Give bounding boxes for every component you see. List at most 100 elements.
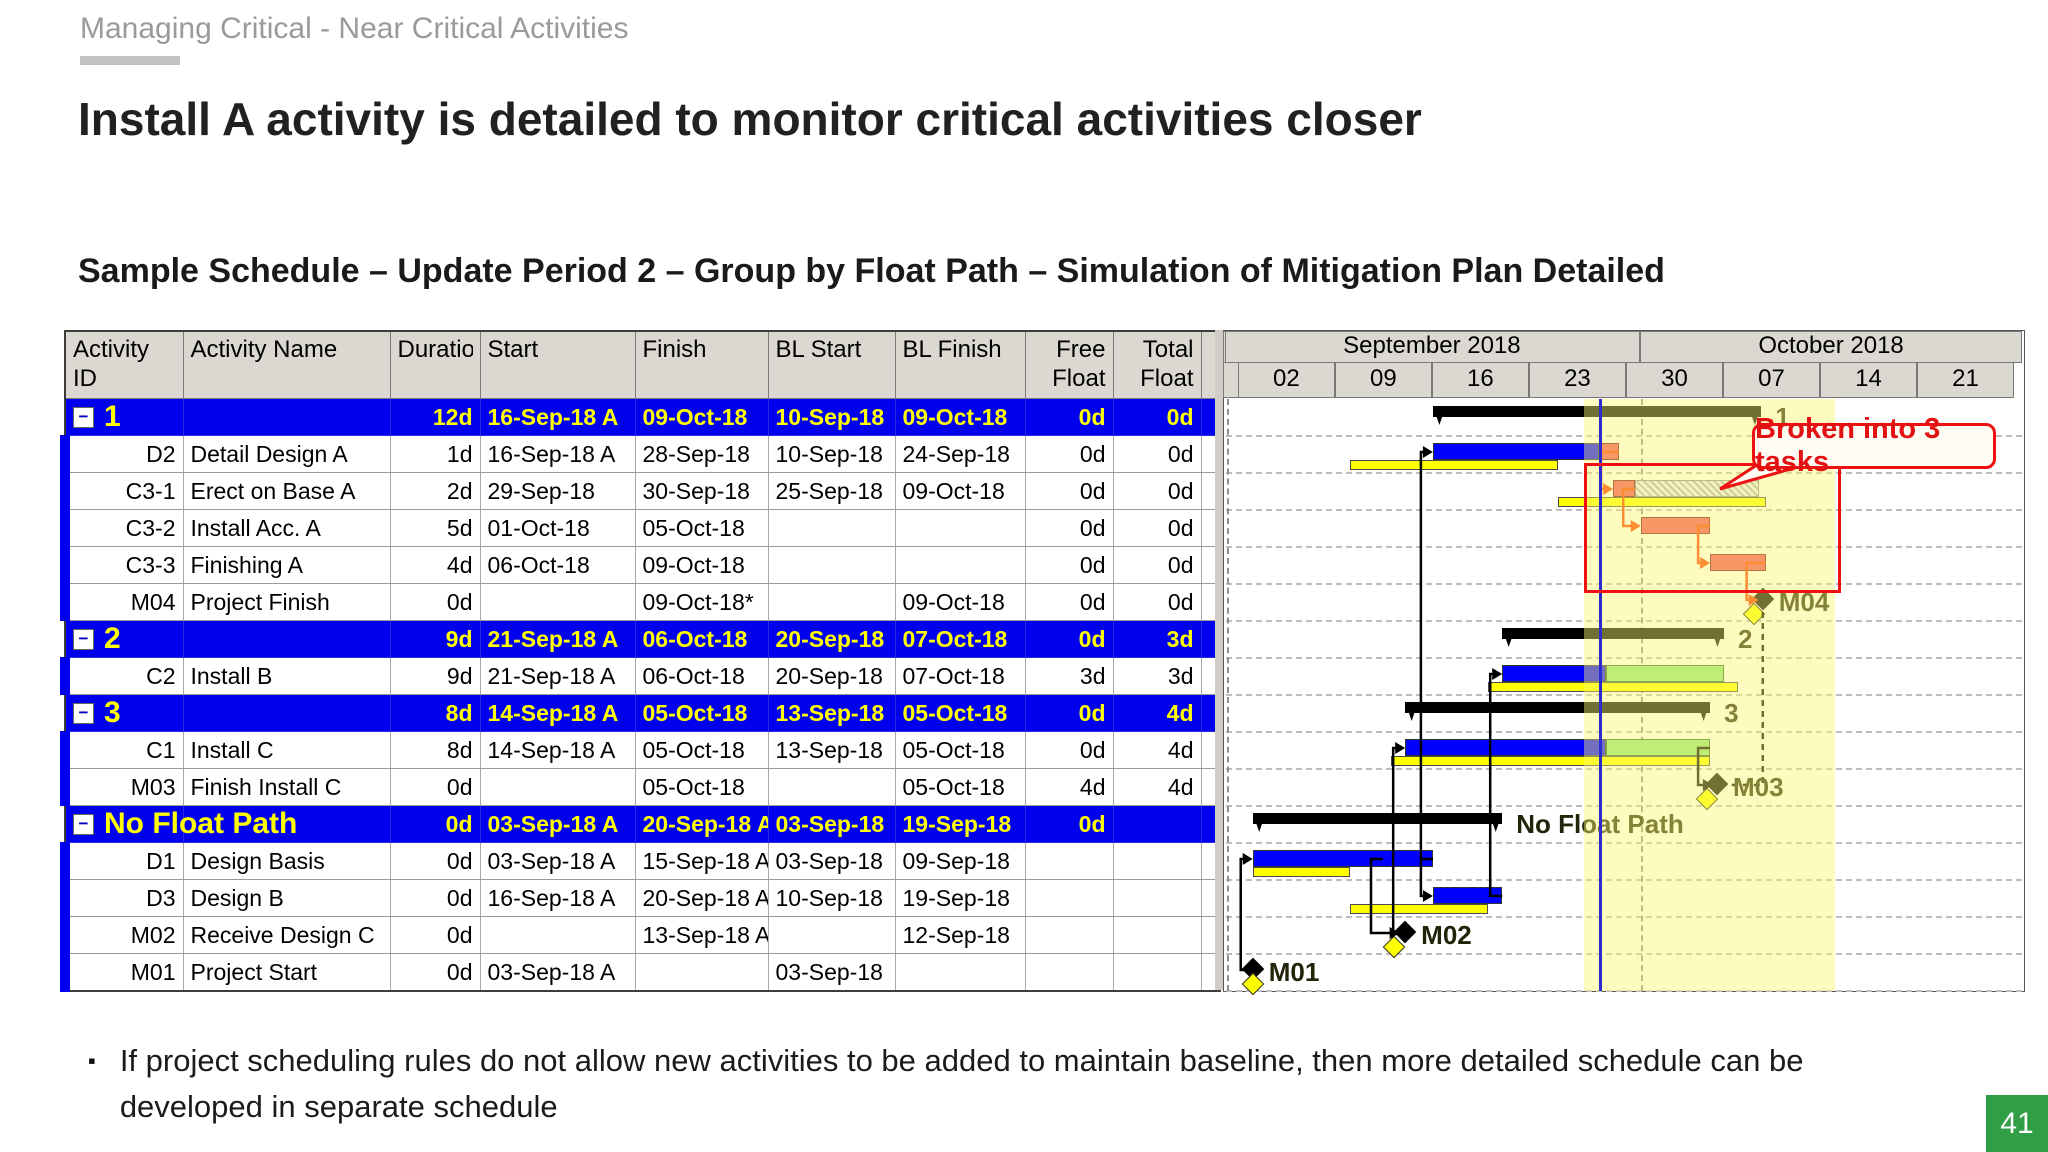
cell-total_float — [1113, 842, 1202, 880]
connector-line — [1369, 857, 1392, 935]
cell-finish: 09-Oct-18* — [635, 583, 769, 621]
decorative-element: BL Finish — [902, 336, 1002, 363]
cell-free_float: 0d — [1025, 472, 1114, 510]
cell-total_float: 0d — [1113, 398, 1202, 436]
gantt-row-gridline — [1226, 768, 2022, 770]
cell-start: 16-Sep-18 A — [480, 435, 636, 473]
summary-label: 3 — [1724, 698, 1739, 728]
group-label: No Float Path — [104, 807, 298, 840]
cell-finish: 05-Oct-18 — [635, 731, 769, 769]
gantt-row-gridline — [1226, 694, 2022, 696]
connector-arrow-icon — [1395, 742, 1406, 754]
gantt-left-edge-line — [1227, 399, 1229, 991]
month-header-cell — [1223, 331, 1226, 363]
gantt-row-gridline — [1226, 583, 2022, 585]
milestone-label: M02 — [1421, 920, 1472, 950]
decorative-element: −1 — [73, 400, 176, 434]
group-row: − No Float Path 0d 03-Sep-18 A 20-Sep-18 A 03… — [65, 805, 1221, 843]
cell-bl_start: 25-Sep-18 — [768, 472, 896, 510]
cell-total_float — [1113, 879, 1202, 917]
cell-bl_finish: 05-Oct-18 — [895, 694, 1026, 732]
cell-name: Erect on Base A — [183, 472, 391, 510]
cell-start: 16-Sep-18 A — [480, 879, 636, 917]
cell-finish: 06-Oct-18 — [635, 620, 769, 658]
cell-id: C3-3 — [60, 546, 184, 584]
baseline-bar — [1557, 497, 1766, 507]
table-row: M01 Project Start 0d 03-Sep-18 A 03-Sep-18 — [60, 953, 1221, 992]
cell-bl_finish: 09-Sep-18 — [895, 842, 1026, 880]
table-row: M03 Finish Install C 0d 05-Oct-18 05-Oct-18 4… — [60, 768, 1221, 806]
cell-bl_start: 03-Sep-18 — [768, 842, 896, 880]
cell-free_float: 4d — [1025, 768, 1114, 806]
cell-finish: 13-Sep-18 A — [635, 916, 769, 954]
gantt-row-gridline — [1226, 990, 2022, 992]
cell-duration: 0d — [390, 583, 481, 621]
cell-total_float: 0d — [1113, 472, 1202, 510]
cell-start: 14-Sep-18 A — [480, 694, 636, 732]
cell-total_float: 4d — [1113, 768, 1202, 806]
schedule-panel: Activity ID Activity Name Duration Start Fin… — [60, 330, 2025, 996]
decorative-element: Activity ID — [73, 336, 150, 392]
cell-total_float: 0d — [1113, 435, 1202, 473]
column-header-name: Activity Name — [182, 330, 391, 399]
gantt-chart: September 2018 October 2018 02 09 16 23 30 07 14… — [1223, 330, 2025, 996]
cell-id: C2 — [60, 657, 184, 695]
cell-free_float: 0d — [1025, 509, 1114, 547]
cell-free_float — [1025, 879, 1114, 917]
cell-name: Design Basis — [183, 842, 391, 880]
remaining-bar — [1606, 739, 1711, 756]
cell-bl_start: 13-Sep-18 — [768, 731, 896, 769]
gantt-row-gridline — [1226, 953, 2022, 955]
cell-duration: 5d — [390, 509, 481, 547]
cell-bl_start — [768, 768, 896, 806]
cell-duration: 8d — [390, 731, 481, 769]
column-header-bl_finish: BL Finish — [894, 330, 1026, 399]
summary-bar — [1502, 628, 1724, 639]
cell-duration: 0d — [390, 916, 481, 954]
baseline-bar — [1488, 682, 1738, 692]
collapse-minus-icon: − — [73, 628, 94, 650]
cell-bl_finish — [895, 546, 1026, 584]
remaining-bar — [1606, 665, 1724, 682]
cell-duration: 2d — [390, 472, 481, 510]
cell-start — [480, 768, 636, 806]
connector-line — [1419, 450, 1433, 861]
baseline-bar — [1349, 904, 1489, 914]
cell-name — [183, 398, 391, 436]
cell-total_float: 4d — [1113, 731, 1202, 769]
schedule-subtitle: Sample Schedule – Update Period 2 – Grou… — [78, 252, 1665, 290]
cell-free_float: 0d — [1025, 694, 1114, 732]
baseline-bar — [1391, 756, 1711, 766]
decorative-element: Activity Name — [190, 336, 338, 363]
cell-start — [480, 916, 636, 954]
table-row: D2 Detail Design A 1d 16-Sep-18 A 28-Sep-18 1… — [60, 435, 1221, 473]
cell-finish: 06-Oct-18 — [635, 657, 769, 695]
cell-id: C3-2 — [60, 509, 184, 547]
gantt-row-gridline — [1226, 546, 2022, 548]
cell-start: 16-Sep-18 A — [480, 398, 636, 436]
cell-total_float: 0d — [1113, 509, 1202, 547]
progress-bar — [1502, 665, 1607, 682]
connector-arrow-icon — [1242, 853, 1253, 865]
cell-id: D1 — [60, 842, 184, 880]
month-header-cell: October 2018 — [1639, 331, 2023, 363]
cell-duration: 9d — [390, 657, 481, 695]
cell-bl_start: 10-Sep-18 — [768, 435, 896, 473]
decorative-element: BL Start — [775, 336, 862, 363]
summary-bar — [1252, 813, 1503, 824]
cell-bl_finish: 09-Oct-18 — [895, 398, 1026, 436]
cell-finish: 30-Sep-18 — [635, 472, 769, 510]
cell-free_float: 0d — [1025, 731, 1114, 769]
cell-finish: 09-Oct-18 — [635, 398, 769, 436]
summary-bar — [1405, 702, 1711, 713]
cell-bl_finish: 24-Sep-18 — [895, 435, 1026, 473]
cell-total_float: 4d — [1113, 694, 1202, 732]
month-header-cell: September 2018 — [1224, 331, 1640, 363]
week-header-cell: 07 — [1722, 362, 1820, 398]
data-date-line — [1599, 399, 1603, 991]
column-header-free_float: Free Float — [1024, 330, 1114, 399]
cell-id: M04 — [60, 583, 184, 621]
cell-name: Install C — [183, 731, 391, 769]
baseline-bar — [1349, 460, 1558, 470]
cell-start: 03-Sep-18 A — [480, 842, 636, 880]
